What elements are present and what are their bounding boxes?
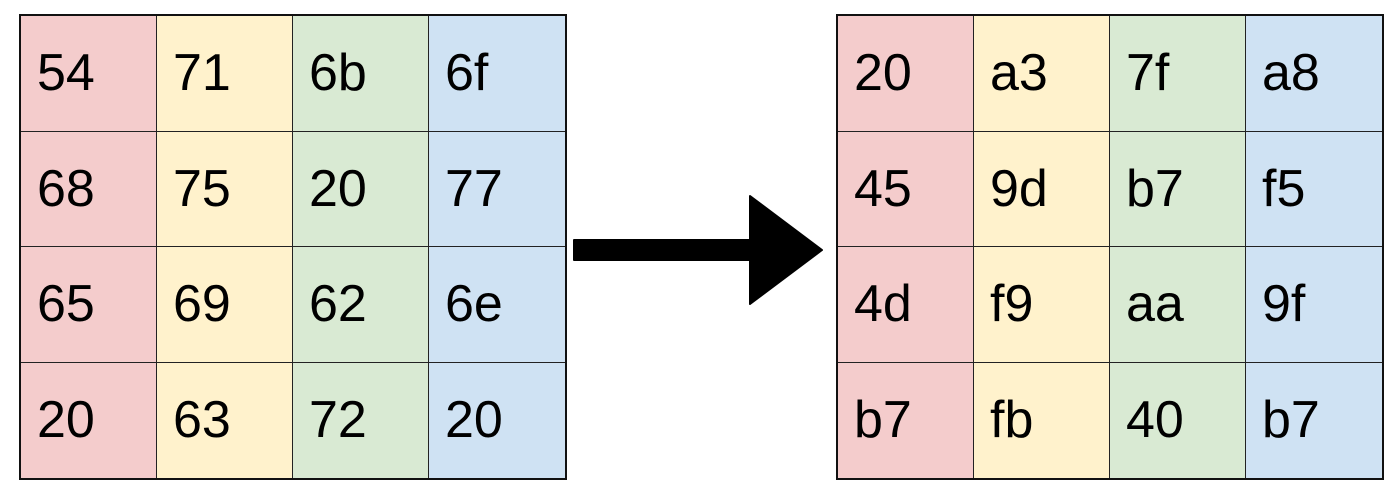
matrix-cell: 20	[21, 362, 157, 478]
matrix-cell: 4d	[838, 247, 974, 363]
input-state-matrix: 54 71 6b 6f 68 75 20 77 65 69 62 6e 20 63 72 20	[19, 14, 567, 480]
matrix-cell: b7	[838, 362, 974, 478]
matrix-cell: 63	[157, 362, 293, 478]
arrow-shape	[573, 195, 823, 305]
matrix-cell: 62	[293, 247, 429, 363]
matrix-cell: 20	[293, 131, 429, 247]
matrix-cell: 72	[293, 362, 429, 478]
matrix-cell: b7	[1110, 131, 1246, 247]
matrix-cell: b7	[1246, 362, 1382, 478]
matrix-cell: 54	[21, 16, 157, 132]
matrix-cell: 65	[21, 247, 157, 363]
matrix-cell: 77	[429, 131, 565, 247]
matrix-cell: a8	[1246, 16, 1382, 132]
matrix-cell: 6b	[293, 16, 429, 132]
matrix-cell: a3	[974, 16, 1110, 132]
output-state-matrix: 20 a3 7f a8 45 9d b7 f5 4d f9 aa 9f b7 fb 40 b7	[836, 14, 1384, 480]
matrix-cell: 7f	[1110, 16, 1246, 132]
matrix-cell: 9d	[974, 131, 1110, 247]
matrix-cell: fb	[974, 362, 1110, 478]
matrix-cell: 71	[157, 16, 293, 132]
matrix-cell: 45	[838, 131, 974, 247]
matrix-cell: aa	[1110, 247, 1246, 363]
matrix-cell: 6f	[429, 16, 565, 132]
matrix-cell: 6e	[429, 247, 565, 363]
matrix-cell: 20	[838, 16, 974, 132]
matrix-cell: 9f	[1246, 247, 1382, 363]
matrix-cell: 20	[429, 362, 565, 478]
matrix-cell: 68	[21, 131, 157, 247]
transform-arrow-icon	[573, 195, 823, 305]
matrix-cell: f5	[1246, 131, 1382, 247]
matrix-cell: 75	[157, 131, 293, 247]
matrix-cell: f9	[974, 247, 1110, 363]
matrix-cell: 69	[157, 247, 293, 363]
matrix-cell: 40	[1110, 362, 1246, 478]
